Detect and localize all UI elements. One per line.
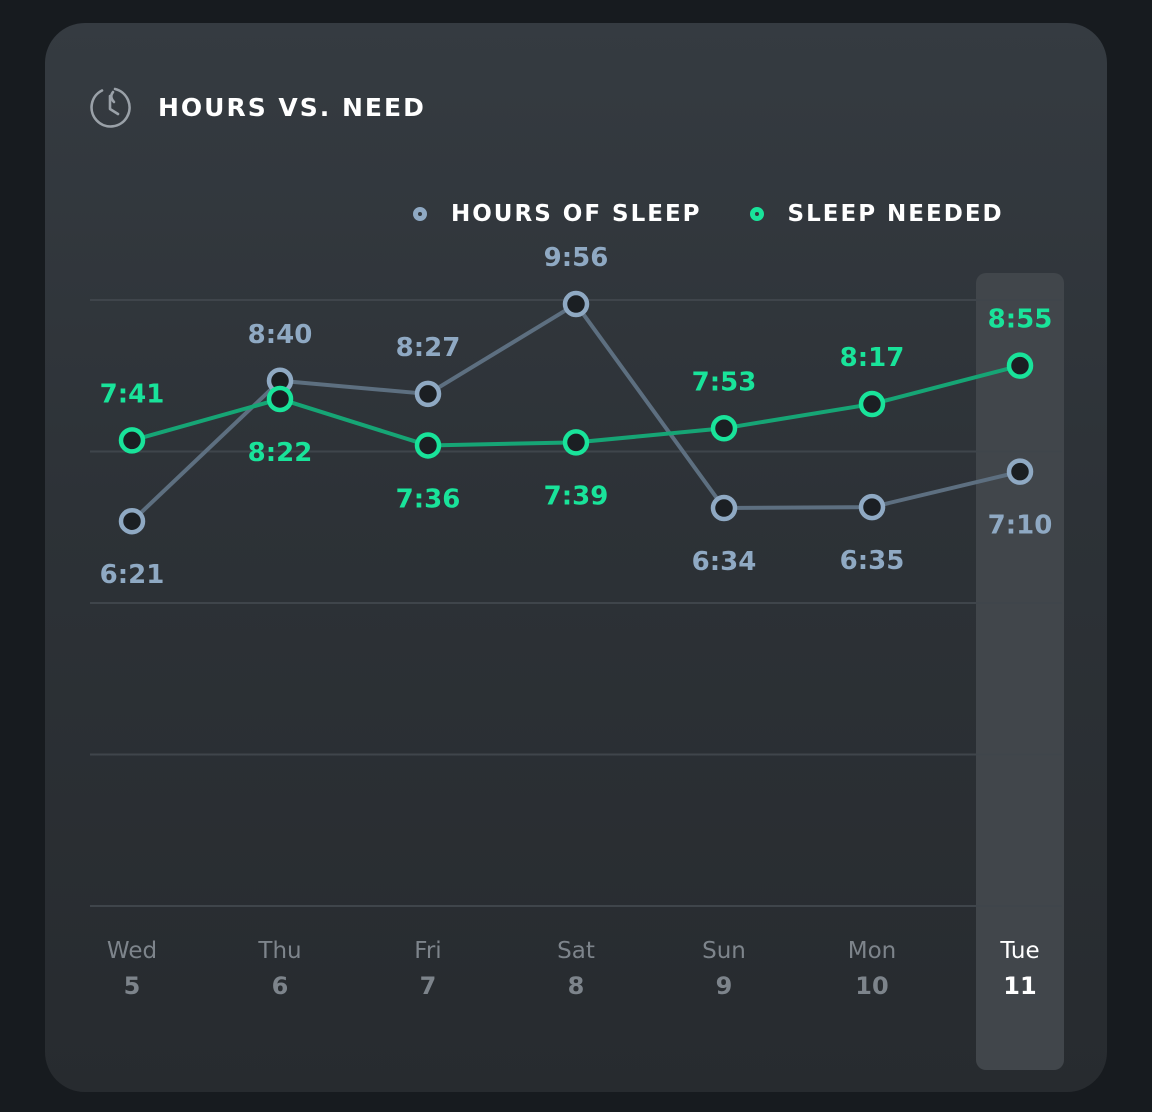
hours-point-6	[1006, 458, 1034, 485]
hours-point-0	[118, 507, 146, 535]
x-tick-day-5: Mon	[848, 938, 897, 964]
needed-data-label-0: 7:41	[100, 379, 165, 409]
x-tick-day-3: Sat	[557, 938, 595, 964]
x-tick-date-1: 6	[272, 972, 289, 1000]
x-tick-day-0: Wed	[107, 938, 157, 964]
legend-hours-marker	[413, 207, 427, 221]
x-tick-date-6: 11	[1003, 972, 1036, 1000]
needed-point-0	[118, 427, 146, 454]
hours-point-2	[414, 380, 442, 408]
x-tick-date-3: 8	[568, 972, 585, 1000]
sleep-clock-icon	[90, 87, 131, 128]
x-tick-date-5: 10	[855, 972, 888, 1000]
legend-item-needed: SLEEP NEEDED	[749, 201, 1004, 227]
needed-data-label-6: 8:55	[988, 305, 1053, 335]
needed-point-4	[710, 415, 738, 442]
hours-point-4	[710, 494, 738, 522]
x-tick-date-0: 5	[124, 972, 141, 1000]
chart-legend: HOURS OF SLEEP SLEEP NEEDED	[413, 196, 1052, 232]
x-tick-date-4: 9	[716, 972, 733, 1000]
needed-point-1	[266, 385, 294, 413]
needed-data-label-4: 7:53	[692, 367, 757, 397]
x-tick-day-4: Sun	[702, 938, 746, 964]
highlight-column	[976, 273, 1064, 1070]
card-header: HOURS VS. NEED	[88, 84, 426, 130]
hours-point-5	[858, 493, 886, 521]
needed-data-label-3: 7:39	[544, 481, 609, 511]
card-title: HOURS VS. NEED	[158, 92, 426, 122]
hours-data-label-6: 7:10	[988, 511, 1053, 541]
needed-data-label-5: 8:17	[840, 343, 905, 373]
needed-data-label-1: 8:22	[248, 438, 313, 468]
x-tick-day-1: Thu	[257, 938, 301, 964]
hours-point-3	[562, 290, 590, 318]
hours-data-label-1: 8:40	[248, 320, 313, 350]
needed-point-2	[414, 432, 442, 459]
hours-data-label-5: 6:35	[840, 546, 905, 576]
needed-point-6	[1006, 352, 1034, 379]
legend-needed-label: SLEEP NEEDED	[787, 201, 1004, 227]
hours-data-label-2: 8:27	[396, 333, 461, 363]
x-tick-day-2: Fri	[414, 938, 441, 964]
legend-item-hours: HOURS OF SLEEP	[413, 201, 702, 227]
hours-data-label-3: 9:56	[544, 243, 609, 273]
x-tick-date-2: 7	[420, 972, 437, 1000]
needed-point-3	[562, 429, 590, 456]
needed-point-5	[858, 390, 886, 418]
hours-data-label-4: 6:34	[692, 547, 757, 577]
hours-vs-need-card	[45, 23, 1107, 1092]
legend-hours-label: HOURS OF SLEEP	[451, 201, 702, 227]
hours-data-label-0: 6:21	[100, 560, 165, 590]
needed-data-label-2: 7:36	[396, 484, 461, 514]
legend-needed-marker	[749, 207, 764, 221]
x-tick-day-6: Tue	[999, 938, 1039, 964]
